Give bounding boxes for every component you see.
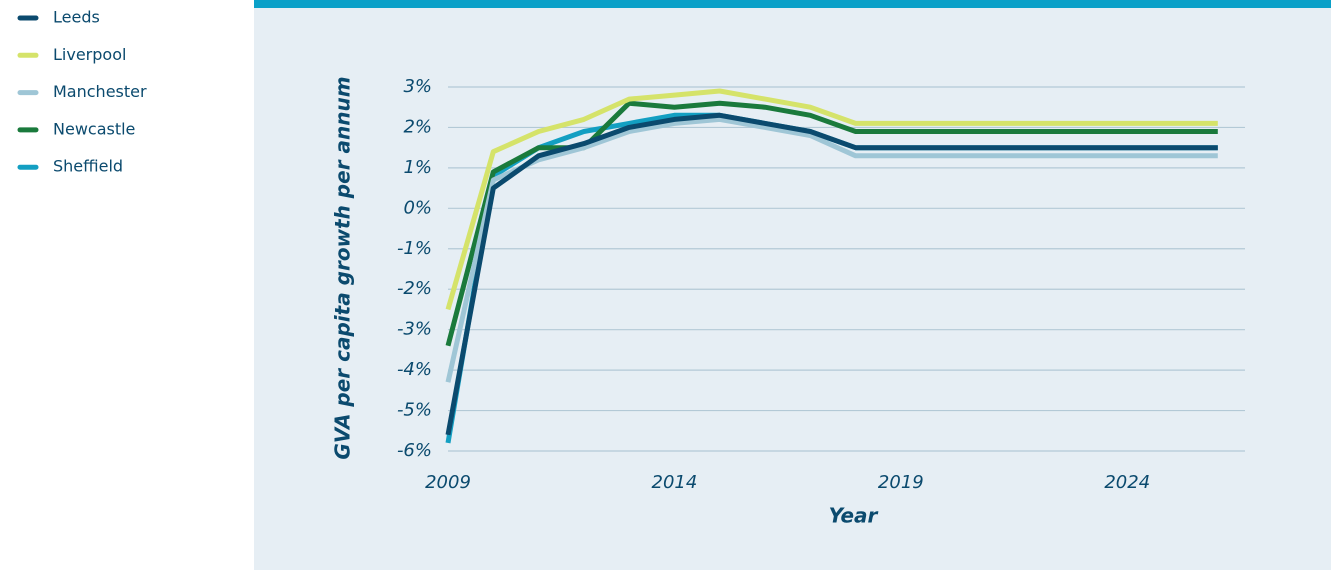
panel xyxy=(254,0,1331,570)
legend-label: Leeds xyxy=(53,8,100,27)
legend-label: Manchester xyxy=(53,82,147,101)
x-tick-label: 2014 xyxy=(652,472,698,493)
y-tick-label: 3% xyxy=(403,76,432,97)
legend-label: Liverpool xyxy=(53,45,126,64)
x-tick-label: 2019 xyxy=(878,472,924,493)
y-tick-label: -2% xyxy=(397,278,432,299)
top-bar xyxy=(254,0,1331,8)
x-tick-label: 2024 xyxy=(1104,472,1150,493)
line xyxy=(445,116,1218,383)
y-tick-label: -1% xyxy=(397,238,432,259)
legend-label: Sheffield xyxy=(53,157,123,176)
line xyxy=(445,112,1218,436)
y-tick-label: -5% xyxy=(397,400,432,421)
legend-label: Newcastle xyxy=(53,119,135,138)
y-tick-label: -3% xyxy=(397,319,432,340)
y-tick-label: -6% xyxy=(397,440,432,461)
line xyxy=(445,88,1218,311)
x-axis-label: Year xyxy=(829,504,879,528)
y-axis-label: GVA per capita growth per annum xyxy=(331,76,355,459)
y-tick-label: 1% xyxy=(403,157,432,178)
y-tick-label: -4% xyxy=(397,359,432,380)
y-tick-label: 2% xyxy=(403,116,432,137)
x-tick-label: 2009 xyxy=(425,472,471,493)
y-tick-label: 0% xyxy=(403,197,432,218)
